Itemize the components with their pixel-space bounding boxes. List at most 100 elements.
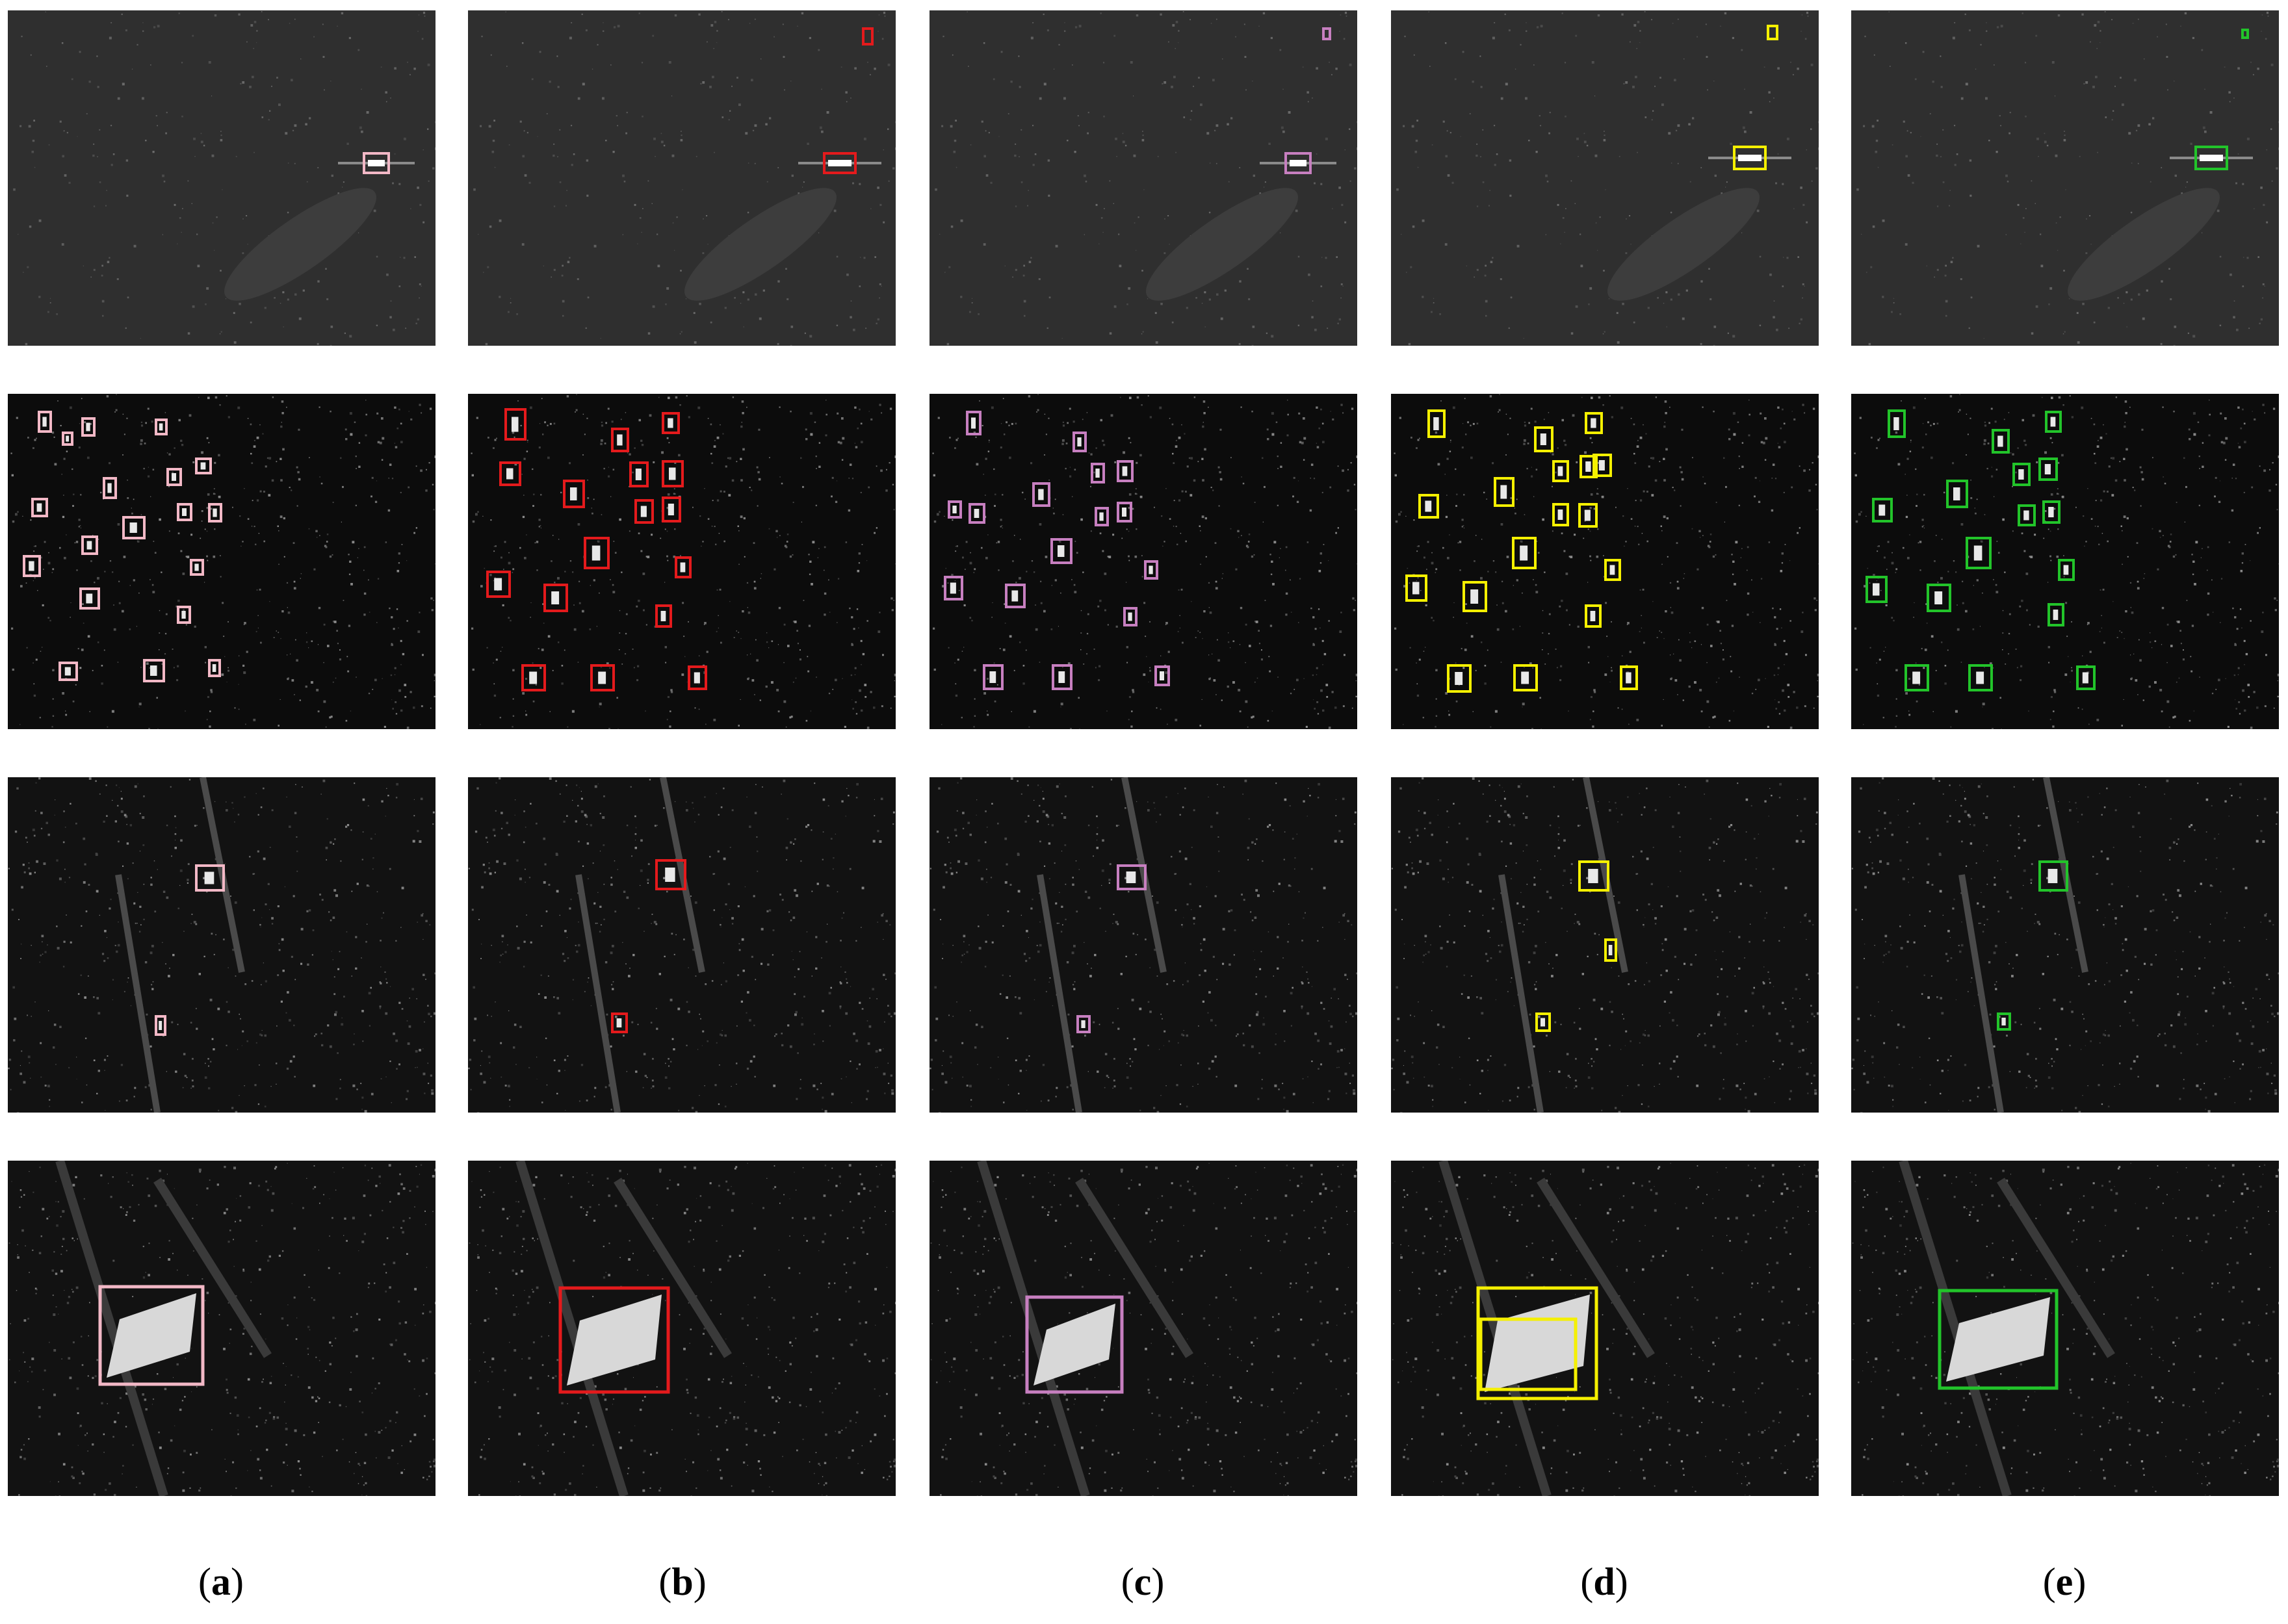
speckle — [665, 303, 667, 305]
speckle — [1271, 412, 1274, 415]
speckle — [1343, 38, 1346, 40]
speckle — [170, 786, 172, 788]
target-blob — [172, 473, 176, 481]
speckle — [970, 552, 971, 554]
speckle — [51, 432, 55, 434]
speckle — [785, 546, 788, 548]
speckle — [1730, 656, 1732, 658]
speckle — [1524, 421, 1526, 423]
speckle — [140, 338, 141, 339]
speckle — [341, 12, 344, 15]
target-blob — [1912, 671, 1921, 684]
speckle — [2132, 23, 2134, 24]
speckle — [1121, 537, 1123, 539]
speckle — [1723, 457, 1725, 459]
speckle — [2163, 476, 2164, 478]
speckle — [612, 469, 615, 470]
speckle — [578, 840, 580, 843]
speckle — [755, 18, 756, 20]
speckle — [1663, 425, 1666, 428]
detection-box — [662, 412, 680, 434]
speckle — [1914, 78, 1917, 81]
speckle — [1536, 26, 1539, 29]
speckle — [807, 142, 809, 145]
speckle — [1923, 667, 1925, 669]
speckle — [1574, 534, 1576, 536]
speckle — [298, 428, 300, 431]
speckle — [172, 649, 174, 650]
speckle — [1597, 461, 1600, 464]
speckle — [1958, 409, 1961, 411]
speckle — [56, 313, 58, 315]
speckle — [985, 556, 988, 560]
speckle — [385, 91, 387, 94]
speckle — [120, 797, 123, 800]
speckle — [740, 458, 742, 460]
speckle — [1028, 261, 1032, 263]
speckle — [852, 708, 854, 710]
speckle — [1639, 630, 1641, 632]
speckle — [634, 203, 636, 206]
speckle — [610, 579, 611, 580]
speckle — [333, 993, 336, 996]
speckle — [348, 36, 351, 40]
speckle — [673, 555, 676, 558]
speckle — [394, 67, 396, 70]
speckle — [1054, 579, 1057, 582]
speckle — [1970, 194, 1972, 197]
speckle — [734, 297, 736, 299]
speckle — [1011, 711, 1012, 712]
speckle — [1102, 439, 1104, 442]
speckle — [793, 843, 795, 845]
speckle — [164, 653, 166, 655]
speckle — [1945, 300, 1948, 303]
speckle — [1286, 434, 1289, 437]
speckle — [1165, 671, 1168, 675]
speckle — [1249, 645, 1251, 647]
speckle — [1000, 519, 1002, 521]
speckle — [517, 947, 520, 950]
speckle — [1644, 116, 1647, 118]
speckle — [1499, 394, 1500, 395]
speckle — [1060, 702, 1063, 706]
speckle — [1141, 404, 1143, 406]
speckle — [631, 855, 632, 857]
speckle — [174, 815, 176, 818]
speckle — [152, 591, 155, 593]
speckle — [1975, 68, 1977, 70]
speckle — [122, 610, 124, 613]
detection-box — [1284, 152, 1312, 174]
speckle — [879, 612, 881, 613]
image-panel-multi-target-field-a — [8, 394, 436, 729]
ship-wake — [1607, 188, 1760, 301]
speckle — [1508, 327, 1510, 329]
detection-box — [1032, 482, 1050, 507]
speckle — [600, 443, 603, 445]
speckle — [1109, 180, 1111, 182]
speckle — [161, 571, 162, 573]
speckle — [1242, 482, 1245, 485]
speckle — [1877, 439, 1880, 441]
speckle — [2149, 641, 2152, 643]
speckle — [1476, 205, 1479, 207]
speckle — [1603, 576, 1605, 578]
speckle — [317, 342, 319, 345]
speckle — [268, 119, 270, 121]
speckle — [1487, 571, 1489, 573]
speckle — [2034, 534, 2036, 536]
speckle — [932, 452, 934, 454]
speckle — [1641, 615, 1642, 616]
speckle — [1495, 571, 1497, 573]
speckle — [809, 412, 812, 415]
speckle — [146, 1013, 148, 1016]
speckle — [1768, 91, 1771, 94]
speckle — [287, 211, 289, 214]
speckle — [1719, 630, 1721, 632]
speckle — [1645, 433, 1647, 435]
speckle — [430, 1015, 432, 1018]
speckle — [109, 257, 110, 259]
speckle — [483, 272, 484, 273]
speckle — [821, 130, 824, 133]
speckle — [261, 116, 264, 118]
speckle — [56, 925, 58, 927]
